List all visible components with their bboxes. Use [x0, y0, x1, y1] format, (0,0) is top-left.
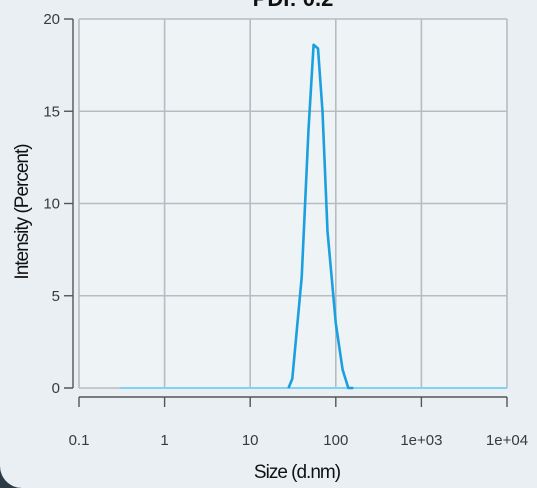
y-tick-label: 0: [52, 380, 60, 397]
x-axis-label: Size (d.nm): [254, 462, 341, 483]
y-tick-label: 10: [43, 196, 60, 213]
y-tick-label: 15: [43, 103, 60, 120]
y-tick-label: 20: [43, 11, 60, 28]
y-tick-label: 5: [52, 288, 60, 305]
x-tick-label: 10: [242, 432, 259, 449]
x-tick-label: 1: [160, 432, 168, 449]
x-tick-label: 0.1: [69, 432, 90, 449]
y-axis-label: Intensity (Percent): [12, 144, 33, 280]
x-tick-label: 100: [323, 432, 348, 449]
x-tick-label: 1e+03: [400, 432, 442, 449]
x-tick-label: 1e+04: [486, 432, 528, 449]
chart-title: PDI: 0.2: [253, 0, 334, 11]
axes: [64, 18, 508, 407]
series-line: [287, 43, 354, 390]
series: [119, 43, 507, 390]
tick-labels: 0.1 1 10 100 1e+03 1e+04 0 5 10 15 20: [43, 11, 528, 449]
grid: [78, 18, 508, 389]
